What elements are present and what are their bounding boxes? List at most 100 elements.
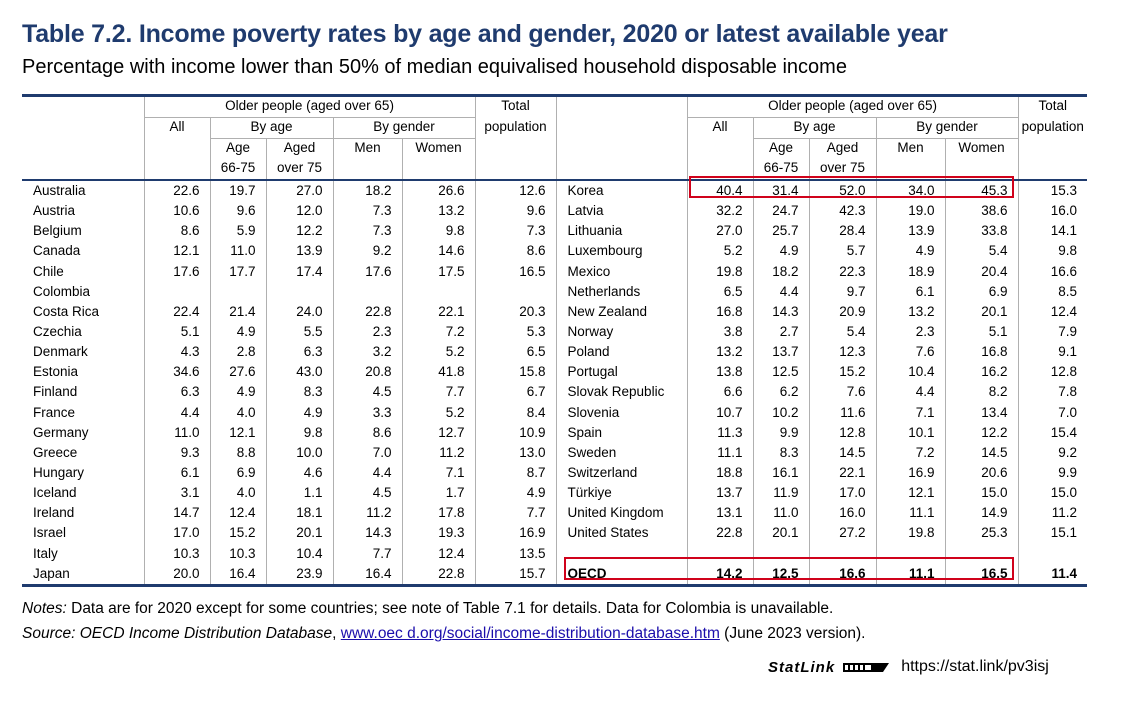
cell-men: 2.3 (332, 321, 402, 343)
cell-men: 18.9 (875, 261, 946, 282)
country-name: Israel (33, 525, 67, 541)
header-age-label: Age (769, 140, 794, 155)
cell-men: 20.8 (332, 362, 402, 383)
cell-total: 6.5 (474, 342, 557, 363)
cell-women: 38.6 (944, 201, 1019, 222)
cell-total: 12.4 (1017, 301, 1088, 322)
source-link[interactable]: www.oec d.org/social/income-distribution… (340, 625, 720, 642)
cell-women: 7.7 (401, 382, 476, 403)
cell-age6675: 10.3 (209, 543, 266, 564)
cell-women: 17.8 (401, 503, 476, 524)
cell-age6675: 5.9 (209, 221, 266, 242)
cell-women: 5.1 (944, 321, 1019, 343)
header-blank (1017, 138, 1088, 159)
cell-total: 15.3 (1017, 178, 1088, 202)
header-blank (555, 94, 688, 118)
cell-total: 15.0 (1017, 483, 1088, 504)
cell-total: 7.7 (474, 503, 557, 524)
country-name: Lithuania (555, 221, 688, 242)
country-name: Belgium (33, 223, 82, 239)
cell-total (474, 281, 557, 302)
cell-age6675: 4.9 (209, 382, 266, 403)
cell-over75: 13.9 (265, 241, 333, 262)
cell-over75: 8.3 (265, 382, 333, 403)
country-name: Iceland (33, 485, 77, 501)
cell-women: 20.1 (944, 301, 1019, 322)
table-row: Ireland 14.7 12.4 18.1 11.2 17.8 7.7 United Kin… (22, 503, 1088, 524)
cell-total: 8.5 (1017, 281, 1088, 302)
cell-over75: 17.0 (808, 483, 877, 504)
cell-over75: 4.9 (265, 402, 333, 423)
cell-all: 9.3 (143, 442, 210, 463)
cell-women: 7.2 (401, 321, 476, 343)
table-row: Denmark 4.3 2.8 6.3 3.2 5.2 6.5 Poland 13.2 13.7 1… (22, 342, 1088, 363)
cell-men: 18.2 (332, 178, 402, 202)
cell-total: 8.4 (474, 402, 557, 423)
cell-women: 20.4 (944, 261, 1019, 282)
country-name: Slovak Republic (555, 382, 688, 403)
header-aged-over-75: Aged (808, 138, 877, 159)
cell-total: 14.1 (1017, 221, 1088, 242)
header-age-range: 66-75 (752, 159, 810, 180)
cell-all: 10.3 (143, 543, 210, 564)
cell-men: 7.6 (875, 342, 946, 363)
table-row: Iceland 3.1 4.0 1.1 4.5 1.7 4.9 Türkiye 13.7 11.9… (22, 483, 1088, 504)
cell-women: 7.1 (401, 462, 476, 484)
cell-total: 8.7 (474, 462, 557, 484)
cell-women: 8.2 (944, 382, 1019, 403)
cell-total: 13.0 (474, 442, 557, 463)
cell-age6675: 12.5 (752, 362, 810, 383)
cell-total: 4.9 (474, 483, 557, 504)
cell-all (143, 281, 210, 302)
statlink-logo-icon (843, 663, 890, 672)
statlink[interactable]: StatLink https://stat.link/pv3isj (768, 658, 1049, 676)
country-name: Sweden (555, 442, 688, 463)
cell-men: 13.9 (875, 221, 946, 242)
header-blank (555, 117, 688, 139)
cell-women: 16.8 (944, 342, 1019, 363)
cell-age6675: 11.0 (209, 241, 266, 262)
cell-all: 14.7 (143, 503, 210, 524)
header-aged-label: Aged (283, 140, 316, 155)
cell-over75: 16.6 (808, 563, 877, 587)
statlink-url[interactable]: https://stat.link/pv3isj (901, 658, 1049, 675)
header-women: Women (944, 138, 1019, 159)
country-name: Korea (555, 178, 688, 202)
cell-age6675: 18.2 (752, 261, 810, 282)
cell-total: 7.3 (474, 221, 557, 242)
country-name: Chile (33, 263, 64, 279)
cell-age6675: 19.7 (209, 178, 266, 202)
cell-total: 15.4 (1017, 422, 1088, 443)
header-blank (143, 159, 210, 180)
header-population: population (474, 117, 557, 139)
cell-all: 16.8 (686, 301, 754, 322)
header-men: Men (875, 138, 946, 159)
source-line: Source: OECD Income Distribution Databas… (22, 621, 865, 646)
header-blank (474, 159, 557, 180)
cell-age6675: 9.9 (752, 422, 810, 443)
header-blank (944, 159, 1019, 180)
table-row: France 4.4 4.0 4.9 3.3 5.2 8.4 Slovenia 10.7 10.2… (22, 402, 1088, 423)
cell-women: 19.3 (401, 523, 476, 544)
cell-women: 12.7 (401, 422, 476, 443)
cell-all: 11.0 (143, 422, 210, 443)
header-age-label: Age (225, 140, 251, 155)
cell-all: 13.2 (686, 342, 754, 363)
country-name: Luxembourg (555, 241, 688, 262)
cell-all: 19.8 (686, 261, 754, 282)
header-by-age: By age (752, 117, 877, 139)
cell-over75: 11.6 (808, 402, 877, 423)
cell-total: 7.8 (1017, 382, 1088, 403)
header-aged-label: Aged (826, 140, 859, 155)
cell-women: 12.2 (944, 422, 1019, 443)
table-row: Greece 9.3 8.8 10.0 7.0 11.2 13.0 Sweden 11.1 8.3… (22, 442, 1088, 463)
cell-over75: 18.1 (265, 503, 333, 524)
cell-age6675: 2.8 (209, 342, 266, 363)
header-total: Total (1017, 94, 1088, 118)
table-row: Israel 17.0 15.2 20.1 14.3 19.3 16.9 United Sta… (22, 523, 1088, 544)
source-database: OECD Income Distribution Database (79, 625, 333, 642)
cell-men: 6.1 (875, 281, 946, 302)
header-men: Men (332, 138, 402, 159)
cell-all: 11.1 (686, 442, 754, 463)
cell-age6675: 4.0 (209, 402, 266, 423)
